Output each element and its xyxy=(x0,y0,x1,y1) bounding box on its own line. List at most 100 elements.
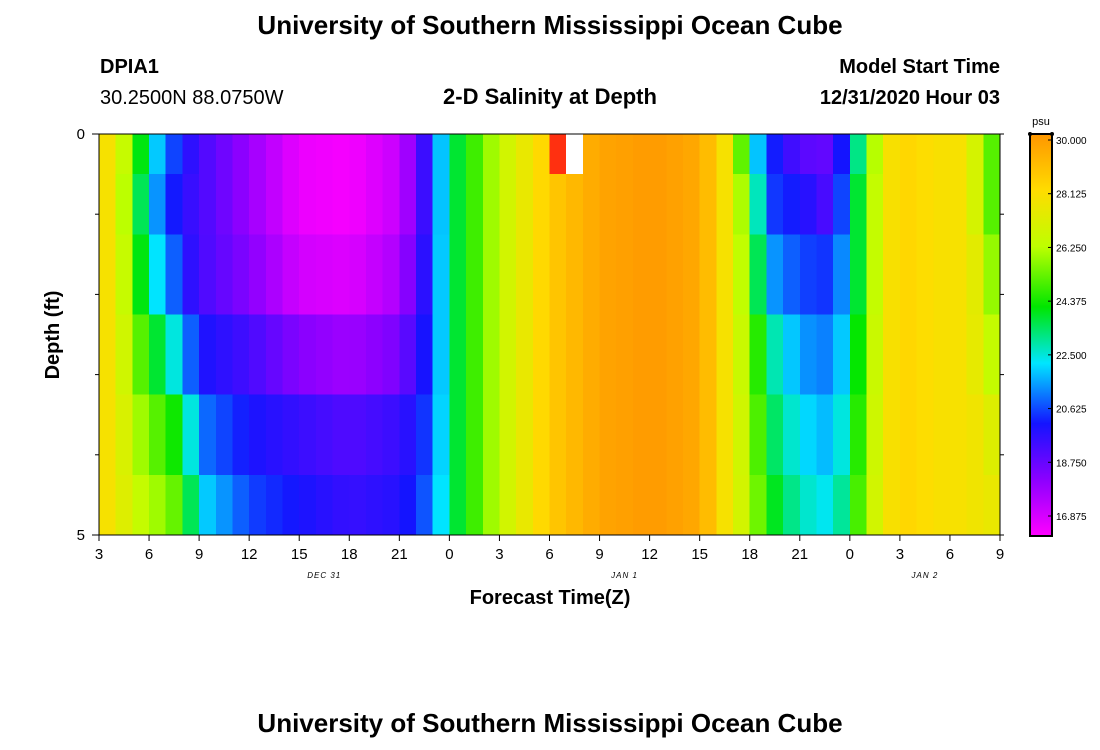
heatmap-cell xyxy=(365,234,384,315)
heatmap-cell xyxy=(566,174,584,235)
heatmap-cell xyxy=(282,174,300,235)
heatmap-cell xyxy=(416,234,434,315)
heatmap-cell xyxy=(115,394,133,476)
colorbar-tick-label: 30.000 xyxy=(1056,136,1087,147)
heatmap-cell xyxy=(866,134,884,175)
heatmap-cell xyxy=(749,134,767,175)
x-axis: 3 6 9 12 15 18 21 0 3 6 9 12 15 18 21 0 3 6 9 DEC 31 JAN 1 JA… xyxy=(95,535,1004,580)
heatmap-cell xyxy=(933,134,951,175)
heatmap-cell xyxy=(749,174,767,235)
heatmap-cell xyxy=(883,174,901,235)
heatmap-cell xyxy=(916,174,934,235)
heatmap-cell xyxy=(115,234,133,315)
x-tick-label: 3 xyxy=(495,546,503,563)
heatmap-cell xyxy=(315,174,333,235)
heatmap-cell xyxy=(516,394,534,476)
heatmap-cell xyxy=(566,474,584,536)
heatmap-cell xyxy=(783,314,801,396)
heatmap-cell xyxy=(733,314,751,396)
heatmap-cell xyxy=(282,314,300,396)
heatmap-cell xyxy=(632,174,651,235)
heatmap-cell xyxy=(949,314,968,396)
heatmap-cell xyxy=(466,474,484,536)
heatmap-cell xyxy=(315,394,333,476)
heatmap-cell xyxy=(749,394,767,476)
heatmap-cell xyxy=(265,314,283,396)
heatmap-cell xyxy=(365,134,384,175)
heatmap-cell xyxy=(699,314,717,396)
heatmap-cell xyxy=(766,474,784,536)
heatmap-cell xyxy=(466,394,484,476)
heatmap-cell xyxy=(516,134,534,175)
heatmap-cell xyxy=(849,234,867,315)
heatmap-cell xyxy=(315,474,333,536)
heatmap-cell xyxy=(582,314,600,396)
x-tick-label: 15 xyxy=(291,546,308,563)
heatmap-cell xyxy=(949,474,968,536)
heatmap-cell xyxy=(516,174,534,235)
heatmap-cell xyxy=(399,234,417,315)
heatmap-cell xyxy=(249,314,267,396)
heatmap-cell xyxy=(899,314,917,396)
heatmap-cell xyxy=(332,314,350,396)
heatmap-cell xyxy=(482,174,500,235)
heatmap-cell xyxy=(933,234,951,315)
y-axis-label: Depth (ft) xyxy=(42,291,64,380)
heatmap-cell xyxy=(883,394,901,476)
heatmap-cell xyxy=(99,314,117,396)
heatmap-cell xyxy=(416,314,434,396)
x-tick-label: 3 xyxy=(896,546,904,563)
heatmap-cell xyxy=(315,314,333,396)
heatmap-cell xyxy=(833,474,851,536)
heatmap-cell xyxy=(482,314,500,396)
heatmap-cell xyxy=(99,394,117,476)
heatmap-cell xyxy=(566,394,584,476)
heatmap-cell xyxy=(799,314,817,396)
heatmap-cell xyxy=(99,234,117,315)
heatmap-cell xyxy=(549,314,567,396)
heatmap-cell xyxy=(849,474,867,536)
heatmap-cell xyxy=(182,474,200,536)
model-start-label: Model Start Time xyxy=(839,56,1000,78)
heatmap-cell xyxy=(132,314,150,396)
x-tick-label: 12 xyxy=(641,546,658,563)
heatmap-cell xyxy=(616,314,634,396)
heatmap-cell xyxy=(282,394,300,476)
heatmap-cell xyxy=(199,234,217,315)
heatmap-cell xyxy=(482,394,500,476)
heatmap-cell xyxy=(899,234,917,315)
colorbar-corner-dot xyxy=(1028,132,1032,136)
heatmap-cell xyxy=(616,474,634,536)
heatmap-cell xyxy=(916,314,934,396)
heatmap-cell xyxy=(165,134,183,175)
heatmap-cell xyxy=(632,394,651,476)
heatmap-cell xyxy=(249,234,267,315)
heatmap-cell xyxy=(749,474,767,536)
heatmap-cell xyxy=(849,394,867,476)
heatmap-cell xyxy=(833,314,851,396)
heatmap-cell xyxy=(599,394,617,476)
heatmap-cell xyxy=(916,474,934,536)
colorbar-tick-label: 18.750 xyxy=(1056,458,1087,469)
heatmap-cell xyxy=(499,134,517,175)
heatmap-cell xyxy=(799,134,817,175)
heatmap-cell xyxy=(182,134,200,175)
heatmap-cell xyxy=(516,234,534,315)
heatmap-cell xyxy=(983,134,1001,175)
heatmap-cell xyxy=(532,174,550,235)
heatmap-cell xyxy=(132,134,150,175)
colorbar-tick-label: 28.125 xyxy=(1056,190,1087,201)
heatmap-cell xyxy=(799,394,817,476)
heatmap-cell xyxy=(165,474,183,536)
heatmap-cell xyxy=(816,314,834,396)
heatmap-cell xyxy=(215,174,233,235)
heatmap-cell xyxy=(416,134,434,175)
heatmap-cell xyxy=(682,474,701,536)
heatmap-cell xyxy=(799,474,817,536)
heatmap-cell xyxy=(632,234,651,315)
heatmap-cell xyxy=(99,134,117,175)
heatmap-cell xyxy=(916,234,934,315)
heatmap-cell xyxy=(899,134,917,175)
heatmap-cell xyxy=(532,314,550,396)
heatmap-cell xyxy=(99,474,117,536)
